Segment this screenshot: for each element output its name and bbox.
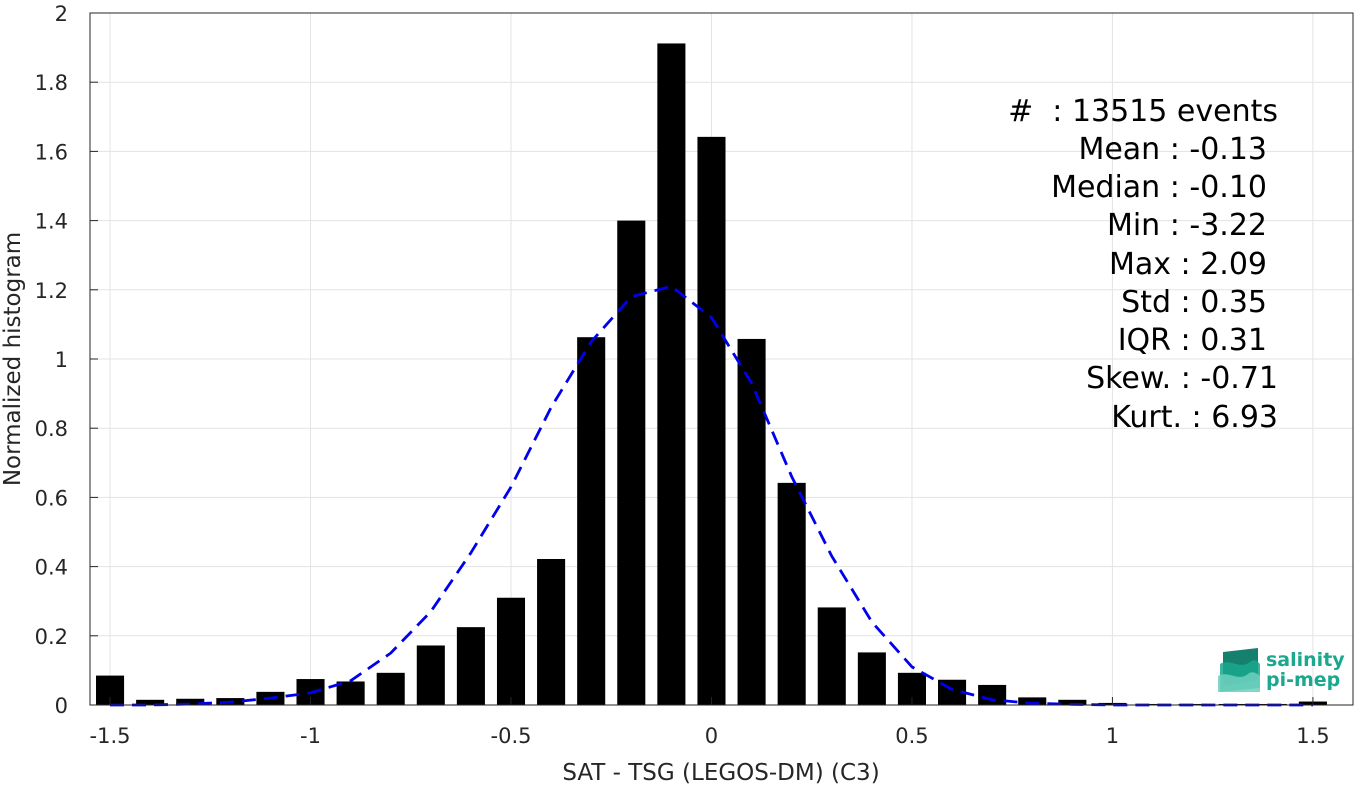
histogram-bar [416,645,445,705]
stat-skew: Skew. : -0.71 [1086,361,1278,396]
y-tick-label: 0.4 [35,556,68,580]
x-tick-label: 0 [705,724,718,748]
histogram-bar [336,681,365,705]
histogram-bar [577,337,606,705]
y-tick-label: 0.2 [35,625,68,649]
histogram-bar [697,136,726,706]
histogram-bar [376,672,405,705]
stat-std: Std : 0.35 [1121,285,1267,320]
stat-iqr: IQR : 0.31 [1118,323,1267,358]
stat-mean: Mean : -0.13 [1078,132,1267,167]
histogram-bar [537,558,566,705]
y-tick-label: 1.2 [35,279,68,303]
stat-count: # : 13515 events [1008,94,1278,129]
logo-line-1: salinity [1266,649,1345,671]
y-tick-label: 1 [55,348,68,372]
y-tick-label: 0.8 [35,417,68,441]
stats-box: # : 13515 events Mean : -0.13 Median : -… [1008,94,1278,435]
y-axis-label: Normalized histogram [0,232,26,486]
x-tick-label: -1 [300,724,321,748]
histogram-bar [1058,699,1087,705]
stat-min: Min : -3.22 [1107,208,1267,243]
histogram-bar [176,698,205,705]
histogram-bar [657,43,686,705]
histogram-bar [737,338,766,705]
stat-kurt: Kurt. : 6.93 [1111,400,1278,435]
histogram-bar [456,627,485,705]
logo-line-2: pi-mep [1266,669,1340,691]
histogram-bar [857,652,886,705]
y-tick-label: 1.4 [35,210,68,234]
fit-curve [110,284,1313,707]
wave-logo-icon [1218,648,1260,692]
y-tick-label: 1.8 [35,71,68,95]
histogram-bar [136,699,165,705]
x-tick-label: 1.5 [1296,724,1329,748]
salinity-pi-mep-logo: salinity pi-mep [1218,648,1345,692]
histogram-bar [496,597,526,705]
histogram-bar [978,684,1007,705]
histogram-bar [777,482,806,705]
y-tick-label: 0.6 [35,486,68,510]
stat-median: Median : -0.10 [1051,170,1267,205]
x-tick-label: 0.5 [895,724,928,748]
y-tick-label: 2 [55,2,68,26]
axis-ticks: -1.5 -1 -0.5 0 0.5 1 1.5 0 0.2 0.4 0.6 0.8 1 1.2 1.4 1.… [35,2,1330,748]
histogram-bar [1018,697,1047,705]
y-tick-label: 1.6 [35,140,68,164]
histogram-bar [817,607,846,705]
x-tick-label: 1 [1106,724,1119,748]
x-axis-label: SAT - TSG (LEGOS-DM) (C3) [562,760,879,785]
x-tick-label: -1.5 [90,724,131,748]
stat-max: Max : 2.09 [1109,247,1267,282]
x-tick-label: -0.5 [491,724,532,748]
histogram-bar [1138,703,1167,705]
y-tick-label: 0 [55,694,68,718]
histogram-bar [617,220,646,705]
